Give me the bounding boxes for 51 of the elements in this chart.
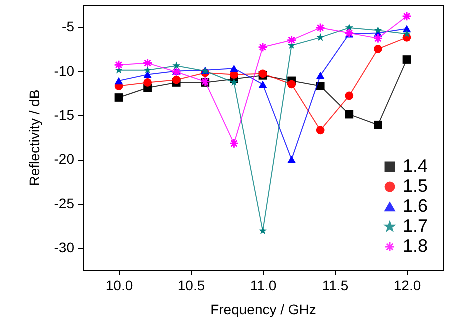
x-tick-label: 10.0: [106, 278, 134, 294]
x-tick-label: 12.0: [394, 278, 422, 294]
x-tick-label: 11.5: [322, 278, 349, 294]
x-tick-label: 10.5: [178, 278, 206, 294]
point: [144, 71, 152, 78]
point: [259, 226, 267, 235]
point: [402, 12, 412, 22]
y-tick-label: -10: [54, 62, 75, 79]
point: [345, 92, 354, 100]
y-tick-label: -20: [54, 151, 75, 168]
legend-label: 1.8: [403, 236, 428, 256]
point: [142, 58, 153, 68]
legend-label: 1.5: [403, 176, 428, 196]
point: [258, 42, 268, 52]
legend-label: 1.4: [403, 156, 428, 176]
point: [229, 138, 240, 149]
point: [345, 110, 354, 119]
point: [114, 60, 124, 70]
point: [402, 56, 412, 64]
point: [316, 34, 325, 42]
point: [258, 80, 268, 88]
point: [286, 35, 297, 46]
point: [230, 64, 238, 72]
y-tick-label: -30: [54, 239, 75, 256]
x-axis-title: Frequency / GHz: [210, 302, 316, 318]
point: [114, 94, 124, 102]
point: [288, 80, 296, 89]
point: [230, 78, 238, 86]
y-tick-label: -25: [54, 195, 75, 212]
point: [114, 77, 124, 85]
y-tick-label: -5: [62, 18, 75, 35]
point: [316, 82, 325, 90]
point: [374, 120, 382, 130]
point: [172, 76, 181, 84]
legend-label: 1.7: [403, 216, 428, 236]
point: [316, 72, 325, 80]
point: [288, 156, 296, 164]
y-axis-title: Reflectivity / dB: [26, 90, 42, 186]
x-tick-label: 11.0: [250, 278, 277, 294]
point: [172, 62, 181, 70]
legend-label: 1.6: [403, 196, 428, 216]
point: [172, 67, 182, 78]
point: [403, 30, 411, 38]
point: [374, 26, 382, 34]
y-tick-label: -15: [54, 106, 75, 123]
point: [316, 126, 325, 135]
point: [374, 44, 382, 54]
point: [373, 34, 384, 44]
point: [144, 78, 152, 87]
point: [344, 28, 354, 38]
point: [316, 23, 326, 33]
